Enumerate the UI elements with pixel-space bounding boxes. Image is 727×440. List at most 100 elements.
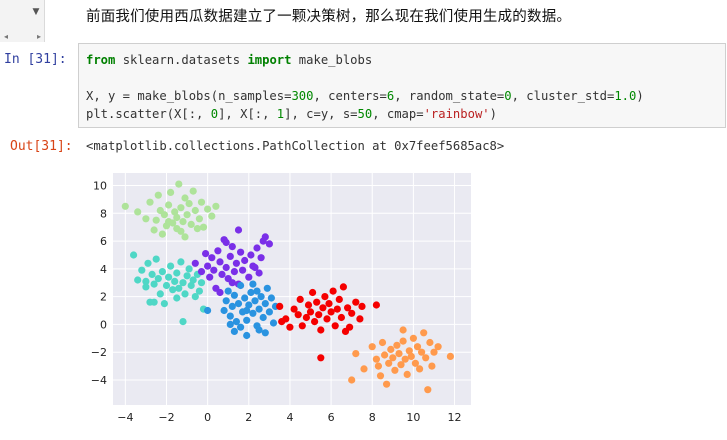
scatter-point-cluster-2 (216, 258, 224, 266)
scatter-point-cluster-0 (181, 194, 189, 202)
scatter-point-cluster-3 (243, 316, 251, 324)
scatter-point-cluster-3 (255, 305, 263, 313)
scatter-point-cluster-3 (251, 297, 259, 305)
code-editor[interactable]: from sklearn.datasets import make_blobs … (78, 43, 726, 128)
x-tick-label: 0 (204, 411, 211, 424)
scatter-point-cluster-3 (267, 294, 275, 302)
scatter-point-cluster-4 (337, 313, 345, 322)
scatter-point-cluster-4 (313, 298, 321, 306)
scatter-point-cluster-4 (329, 287, 337, 295)
scatter-point-cluster-5 (391, 366, 399, 374)
scatter-point-cluster-2 (191, 259, 199, 267)
scroll-right-icon[interactable]: ▸ (37, 32, 42, 41)
scatter-point-cluster-0 (150, 226, 158, 234)
scatter-point-cluster-3 (243, 331, 251, 340)
scatter-point-cluster-0 (181, 233, 189, 241)
scatter-point-cluster-5 (401, 355, 409, 363)
keyword-import: import (247, 53, 292, 67)
scatter-point-cluster-1 (185, 265, 193, 273)
scatter-point-cluster-3 (247, 288, 255, 297)
scatter-point-cluster-1 (156, 290, 164, 298)
code-number: 300 (291, 89, 314, 103)
code-text: ], X[:, (218, 107, 277, 121)
scatter-point-cluster-0 (212, 202, 220, 210)
scatter-point-cluster-3 (222, 297, 230, 305)
scatter-point-cluster-1 (171, 277, 179, 285)
chevron-down-icon[interactable]: ▼ (32, 7, 40, 17)
scatter-point-cluster-1 (181, 290, 189, 298)
code-number: 6 (386, 89, 395, 103)
scatter-point-cluster-2 (202, 250, 210, 258)
scatter-point-cluster-5 (430, 348, 438, 356)
scatter-point-cluster-4 (315, 311, 323, 319)
scatter-point-cluster-4 (276, 302, 284, 310)
scatter-point-cluster-2 (259, 237, 267, 245)
scatter-point-cluster-4 (331, 322, 339, 330)
code-line-1: from sklearn.datasets import make_blobs (86, 53, 372, 67)
output-prompt: Out[31]: (10, 139, 73, 154)
scatter-point-cluster-4 (319, 304, 327, 312)
scatter-point-cluster-1 (142, 277, 150, 285)
scatter-point-cluster-4 (311, 318, 319, 326)
y-tick-label: 0 (100, 318, 107, 331)
scatter-point-cluster-0 (165, 201, 173, 209)
code-number: 0 (210, 107, 219, 121)
code-text: ) (489, 107, 497, 121)
scatter-point-cluster-1 (197, 279, 206, 287)
scatter-point-cluster-5 (378, 338, 387, 347)
scatter-point-cluster-3 (232, 318, 240, 326)
scatter-point-cluster-5 (397, 361, 405, 369)
scatter-point-cluster-0 (185, 200, 193, 208)
scatter-point-cluster-4 (352, 298, 360, 306)
scatter-point-cluster-3 (241, 294, 249, 302)
scroll-left-icon[interactable]: ◂ (4, 32, 9, 41)
scatter-point-cluster-0 (165, 218, 173, 226)
scatter-point-cluster-0 (175, 180, 183, 188)
scatter-point-cluster-4 (335, 295, 343, 303)
x-axis-ticks: −4 −2 0 2 4 6 8 10 12 (117, 411, 461, 424)
y-tick-label: 2 (100, 291, 107, 304)
scatter-point-cluster-5 (393, 341, 401, 349)
scatter-point-cluster-5 (409, 334, 417, 342)
scatter-point-cluster-5 (428, 362, 436, 370)
scatter-point-cluster-4 (304, 301, 313, 309)
scatter-point-cluster-5 (372, 355, 380, 363)
scatter-point-cluster-1 (165, 273, 173, 281)
scatter-point-cluster-0 (134, 208, 142, 216)
scatter-point-cluster-4 (358, 302, 366, 310)
scatter-point-cluster-0 (189, 187, 197, 195)
scatter-point-cluster-1 (162, 281, 171, 290)
scatter-point-cluster-2 (228, 279, 236, 287)
scatter-point-cluster-4 (327, 308, 335, 316)
scatter-point-cluster-4 (339, 283, 347, 291)
markdown-cell: ▼ ◂ ▸ 前面我们使用西瓜数据建立了一颗决策树，那么现在我们使用生成的数据。 (0, 0, 727, 42)
scatter-point-cluster-1 (191, 293, 199, 301)
scatter-point-cluster-3 (234, 300, 243, 308)
scatter-point-cluster-4 (317, 326, 325, 334)
scatter-point-cluster-0 (208, 212, 216, 220)
scatter-point-cluster-3 (230, 291, 238, 299)
keyword-from: from (86, 53, 116, 67)
scatter-point-cluster-0 (146, 198, 154, 206)
y-tick-label: 6 (100, 235, 107, 248)
scatter-point-cluster-0 (173, 213, 181, 222)
scatter-point-cluster-1 (175, 284, 183, 292)
code-text: , cmap= (372, 107, 424, 121)
scatter-point-cluster-3 (263, 284, 271, 292)
scatter-points (121, 180, 454, 394)
scatter-point-cluster-3 (269, 319, 278, 327)
scatter-point-cluster-5 (418, 348, 426, 356)
scatter-point-cluster-2 (251, 263, 259, 272)
scatter-point-cluster-2 (265, 240, 273, 248)
scatter-point-cluster-5 (405, 347, 413, 355)
scatter-point-cluster-4 (286, 323, 294, 331)
scatter-point-cluster-5 (360, 365, 368, 373)
scatter-point-cluster-2 (214, 247, 222, 255)
scatter-point-cluster-5 (389, 354, 397, 362)
scatter-point-cluster-2 (241, 256, 249, 265)
scatter-point-cluster-0 (121, 202, 129, 210)
scatter-point-cluster-1 (134, 276, 142, 284)
scatter-point-cluster-4 (290, 305, 298, 313)
scatter-point-cluster-1 (189, 276, 197, 284)
scatter-point-cluster-5 (426, 338, 434, 347)
